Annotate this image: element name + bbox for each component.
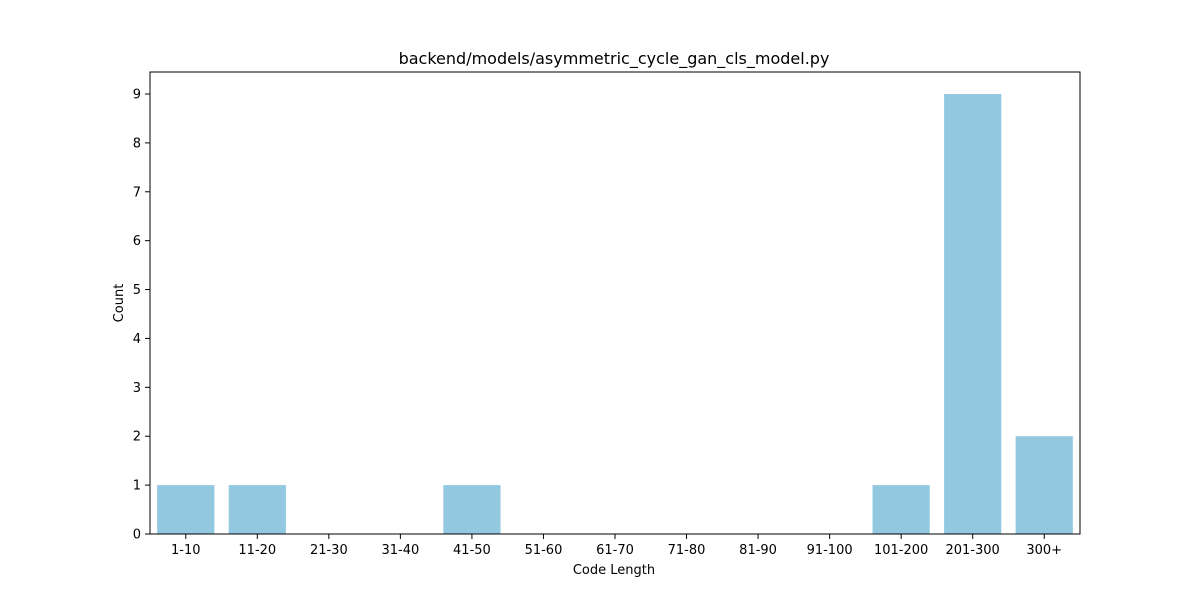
bar-101-200 xyxy=(872,485,930,534)
x-tick-label: 91-100 xyxy=(807,543,853,558)
y-tick-label: 3 xyxy=(133,381,141,396)
y-axis: 0 1 2 3 4 5 6 7 8 9 xyxy=(133,88,150,543)
x-axis-label: Code Length xyxy=(573,563,655,578)
bar-11-20 xyxy=(228,485,286,534)
bar-300+ xyxy=(1015,436,1073,534)
x-tick-label: 51-60 xyxy=(525,543,563,558)
x-tick-label: 11-20 xyxy=(238,543,276,558)
y-tick-label: 5 xyxy=(133,283,141,298)
y-tick-label: 9 xyxy=(133,88,141,103)
x-tick-label: 61-70 xyxy=(596,543,634,558)
bar-1-10 xyxy=(157,485,215,534)
x-tick-label: 21-30 xyxy=(310,543,348,558)
chart-title: backend/models/asymmetric_cycle_gan_cls_… xyxy=(399,49,830,69)
x-tick-label: 41-50 xyxy=(453,543,491,558)
x-tick-label: 31-40 xyxy=(381,543,419,558)
x-tick-label: 300+ xyxy=(1026,543,1062,558)
plot-frame xyxy=(149,71,1081,535)
bars-layer xyxy=(157,94,1073,534)
x-tick-label: 71-80 xyxy=(668,543,706,558)
x-tick-label: 81-90 xyxy=(739,543,777,558)
y-tick-label: 1 xyxy=(133,479,141,494)
bar-201-300 xyxy=(944,94,1002,534)
y-tick-label: 4 xyxy=(133,332,141,347)
y-tick-label: 2 xyxy=(133,430,141,445)
x-tick-label: 201-300 xyxy=(946,543,1000,558)
y-tick-label: 0 xyxy=(133,528,141,543)
x-tick-label: 101-200 xyxy=(874,543,928,558)
x-tick-label: 1-10 xyxy=(171,543,201,558)
y-tick-label: 6 xyxy=(133,234,141,249)
bar-41-50 xyxy=(443,485,501,534)
y-tick-label: 8 xyxy=(133,136,141,151)
y-axis-label: Count xyxy=(112,284,127,323)
y-tick-label: 7 xyxy=(133,185,141,200)
x-axis: 1-10 11-20 21-30 31-40 41-50 51-60 61-70 71-80 8… xyxy=(171,534,1062,558)
